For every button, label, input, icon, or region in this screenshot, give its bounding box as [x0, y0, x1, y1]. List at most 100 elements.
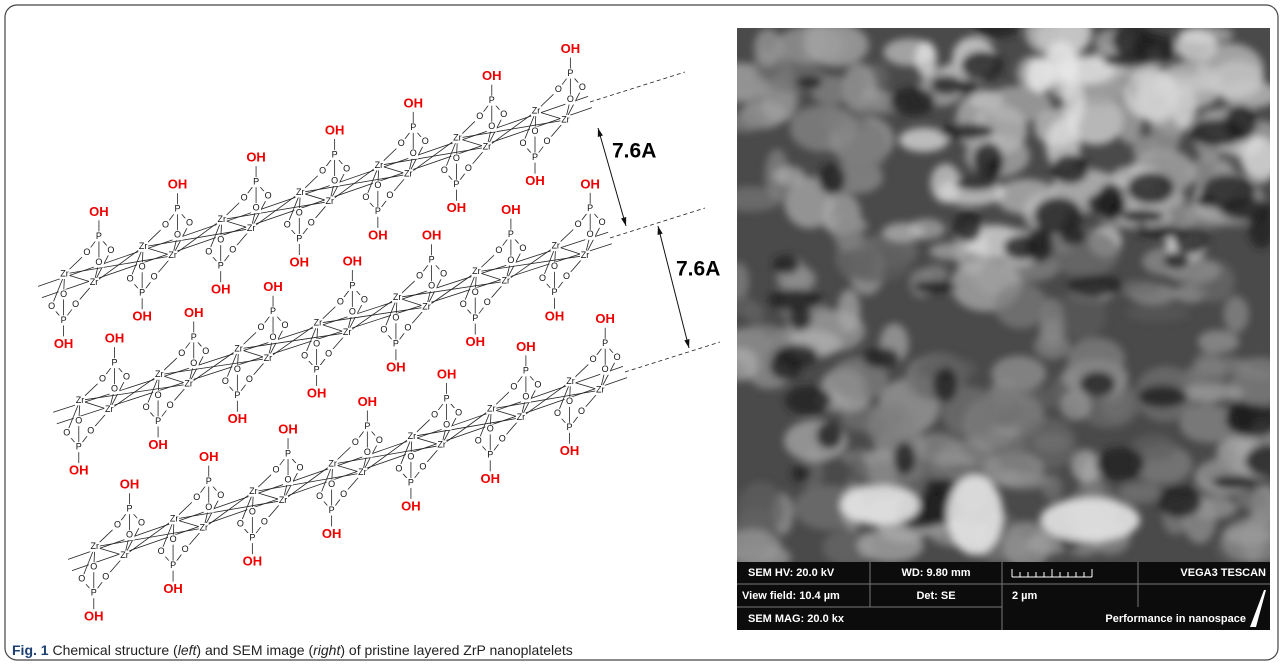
atom-label: P	[393, 339, 399, 349]
sem-grain	[1224, 296, 1249, 333]
atom-label: P	[587, 203, 593, 213]
hydroxyl-label: OH	[422, 228, 442, 243]
hydroxyl-label: OH	[368, 227, 388, 242]
hydroxyl-label: OH	[343, 253, 363, 268]
arrow-head	[684, 339, 689, 348]
atom-label: O	[265, 191, 272, 201]
sem-flake	[1026, 57, 1054, 93]
atom-label: O	[352, 437, 359, 447]
atom-label: O	[308, 217, 315, 227]
atom-label: P	[285, 448, 291, 458]
atom-label: P	[76, 442, 82, 452]
atom-label: O	[63, 428, 70, 438]
sem-shadow	[773, 255, 800, 274]
hydroxyl-label: OH	[580, 176, 600, 191]
atom-label: O	[364, 447, 371, 457]
sem-shadow	[1127, 172, 1175, 205]
atom-label: O	[229, 245, 236, 255]
atom-label: P	[329, 505, 335, 515]
atom-label: O	[249, 506, 256, 516]
atom-label: Zr	[404, 169, 413, 179]
sem-shadow	[1164, 251, 1190, 269]
atom-label: P	[375, 206, 381, 216]
atom-label: O	[416, 271, 423, 281]
hydroxyl-label: OH	[482, 68, 502, 83]
caption: Fig. 1 Chemical structure (left) and SEM…	[12, 642, 573, 658]
atom-label: O	[465, 163, 472, 173]
atom-label: O	[539, 273, 546, 283]
atom-label: O	[285, 474, 292, 484]
atom-label: O	[253, 203, 260, 213]
atom-label: P	[155, 416, 161, 426]
atom-label: O	[453, 153, 460, 163]
atom-label: Zr	[91, 541, 100, 551]
caption-label: Fig. 1	[12, 642, 49, 658]
atom-label: P	[429, 255, 435, 265]
atom-label: Zr	[375, 160, 384, 170]
sem-grain	[882, 223, 924, 242]
sem-shadow	[862, 347, 899, 368]
atom-label: O	[575, 219, 582, 229]
atom-label: O	[273, 464, 280, 474]
hydroxyl-label: OH	[403, 95, 423, 110]
sem-flake	[947, 475, 1003, 555]
atom-label: Zr	[561, 114, 570, 124]
hydroxyl-label: OH	[545, 308, 565, 323]
atom-label: O	[193, 492, 200, 502]
atom-label: P	[61, 315, 67, 325]
atom-label: P	[111, 358, 117, 368]
sem-grain	[1197, 43, 1264, 96]
atom-label: O	[282, 320, 289, 330]
atom-label: P	[126, 504, 132, 514]
atom-label: O	[343, 163, 350, 173]
atom-label: O	[72, 299, 79, 309]
bond	[38, 96, 588, 286]
atom-label: O	[143, 402, 150, 412]
bond	[72, 378, 627, 571]
sem-grain	[1197, 357, 1252, 375]
atom-label: O	[325, 348, 332, 358]
atom-label: O	[182, 544, 189, 554]
atom-label: O	[270, 332, 277, 342]
atom-label: Zr	[60, 268, 69, 278]
atom-label: O	[284, 219, 291, 229]
atom-label: O	[484, 297, 491, 307]
hydroxyl-label: OH	[163, 581, 183, 596]
atom-label: Zr	[566, 376, 575, 386]
sem-grain	[776, 26, 844, 64]
sem-scale: 2 µm	[1012, 590, 1038, 602]
atom-label: Zr	[517, 412, 526, 422]
atom-label: O	[155, 390, 162, 400]
atom-label: O	[519, 243, 526, 253]
sem-shadow	[816, 422, 843, 450]
hydroxyl-label: OH	[228, 411, 248, 426]
caption-text: left	[178, 642, 198, 658]
hydroxyl-label: OH	[595, 311, 615, 326]
hydroxyl-label: OH	[148, 437, 168, 452]
hydroxyl-label: OH	[89, 204, 109, 219]
atom-label: O	[186, 218, 193, 228]
atom-label: O	[90, 562, 97, 572]
atom-label: O	[328, 479, 335, 489]
atom-label: O	[428, 281, 435, 291]
sem-grain	[912, 433, 962, 462]
hydroxyl-label: OH	[465, 334, 485, 349]
atom-label: P	[364, 421, 370, 431]
sem-shadow	[1080, 372, 1116, 397]
sem-shadow	[1109, 203, 1125, 215]
hydroxyl-label: OH	[184, 305, 204, 320]
atom-label: Zr	[155, 369, 164, 379]
atom-label: Zr	[551, 241, 560, 251]
atom-label: O	[500, 109, 507, 119]
atom-label: P	[218, 261, 224, 271]
sem-grain	[1136, 76, 1157, 117]
hydroxyl-label: OH	[307, 385, 327, 400]
sem-shadow	[1068, 275, 1124, 297]
atom-label: Zr	[247, 223, 256, 233]
atom-label: P	[270, 306, 276, 316]
atom-label: P	[296, 233, 302, 243]
caption-text: right	[313, 642, 341, 658]
sem-grain	[1236, 490, 1268, 509]
caption-text: ) of pristine layered ZrP nanoplatelets	[340, 642, 572, 658]
spacing-label: 7.6A	[676, 258, 720, 281]
